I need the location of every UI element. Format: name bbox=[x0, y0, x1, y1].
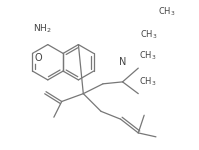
Text: CH$_3$: CH$_3$ bbox=[139, 76, 157, 88]
Text: NH$_2$: NH$_2$ bbox=[33, 22, 52, 35]
Text: N: N bbox=[119, 57, 126, 67]
Text: CH$_3$: CH$_3$ bbox=[139, 49, 157, 62]
Text: O: O bbox=[34, 53, 42, 63]
Text: CH$_3$: CH$_3$ bbox=[158, 6, 176, 18]
Text: CH$_3$: CH$_3$ bbox=[140, 29, 158, 41]
